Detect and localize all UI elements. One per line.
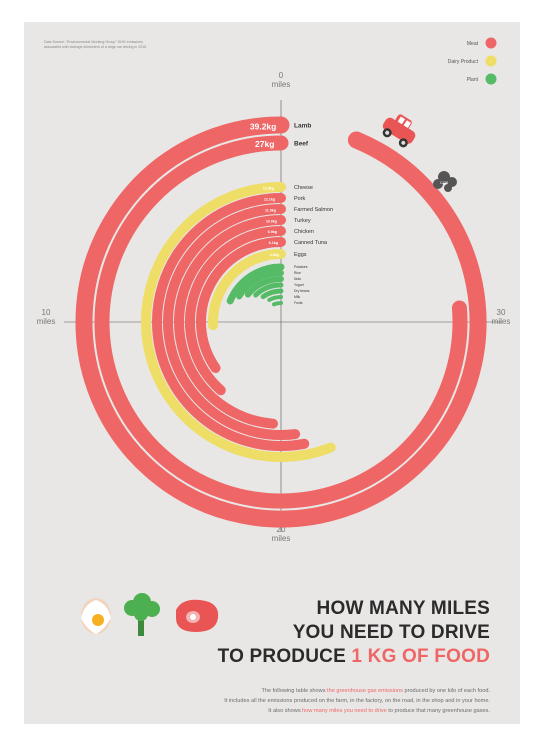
value-eggs: 4.8kg <box>270 253 279 257</box>
value-beef: 27kg <box>255 139 274 149</box>
axis-value-right: 30 <box>497 308 506 317</box>
value-farmed-salmon: 11.9kg <box>265 208 276 212</box>
arc-eggs <box>208 249 286 331</box>
axis-unit-left: miles <box>37 317 56 326</box>
value-pork: 12.1kg <box>264 197 275 201</box>
poster-title: HOW MANY MILES YOU NEED TO DRIVE TO PROD… <box>218 597 490 669</box>
value-chicken: 6.9kg <box>268 230 277 234</box>
name-milk: Milk <box>294 295 300 299</box>
arc-chicken <box>185 226 286 396</box>
name-canned-tuna: Canned Tuna <box>294 240 328 246</box>
legend-dot-dairy-product <box>485 55 497 67</box>
chart-arcs <box>75 116 487 528</box>
poster-description: The following table shows the greenhouse… <box>130 686 490 716</box>
title-line-1: HOW MANY MILES <box>316 598 490 619</box>
axis-value-bottom: 20 <box>277 525 286 534</box>
axis-unit-top: miles <box>272 80 291 89</box>
name-cheese: Cheese <box>294 185 313 191</box>
steak-icon <box>176 599 219 632</box>
arc-fruits <box>272 301 283 307</box>
legend-label-dairy-product: Dairy Product <box>448 59 479 65</box>
legend: Meat Dairy Product Plant <box>448 37 497 85</box>
egg-icon <box>81 598 111 634</box>
axis-unit-right: miles <box>492 317 511 326</box>
arc-pork <box>152 193 310 451</box>
desc-1-highlight: the greenhouse gas emissions <box>327 688 403 694</box>
name-potatoes: Potatoes <box>294 265 308 269</box>
name-pork: Pork <box>294 196 306 202</box>
name-lamb: Lamb <box>294 122 311 129</box>
desc-1-suffix: produced by one kilo of each food. <box>402 688 490 694</box>
arc-cheese <box>141 182 336 462</box>
arc-turkey <box>174 215 286 429</box>
title-line-3-prefix: TO PRODUCE <box>217 646 352 667</box>
description-line-1: The following table shows the greenhouse… <box>130 686 490 696</box>
title-highlight: 1 KG OF FOOD <box>351 646 490 667</box>
value-lamb: 39.2kg <box>250 121 276 131</box>
value-turkey: 10.9kg <box>266 219 277 223</box>
name-fruits: Fruits <box>294 301 303 305</box>
svg-text:CO2: CO2 <box>440 180 449 185</box>
legend-label-plant: Plant <box>467 77 479 83</box>
legend-dot-meat <box>485 37 497 49</box>
title-line-3: TO PRODUCE 1 KG OF FOOD <box>218 645 490 669</box>
arc-yogurt <box>253 282 284 298</box>
name-farmed-salmon: Farmed Salmon <box>294 207 333 213</box>
name-turkey: Turkey <box>294 218 311 224</box>
desc-3-suffix: to produce that many greenhouse gases. <box>386 708 490 714</box>
description-line-2: It includes all the emissions produced o… <box>224 698 490 704</box>
title-line-2: YOU NEED TO DRIVE <box>292 622 490 643</box>
value-canned-tuna: 6.1kg <box>269 241 278 245</box>
name-rice: Rice <box>294 271 301 275</box>
desc-3-prefix: It also shows <box>268 708 303 714</box>
value-cheese: 13.5kg <box>263 186 274 190</box>
name-eggs: Eggs <box>294 252 307 258</box>
broccoli-icon <box>124 593 160 636</box>
desc-3-highlight: how many miles you need to drive <box>302 708 387 714</box>
source-note: Data Source: "Environmental Working Grou… <box>44 40 147 49</box>
arc-nuts <box>244 276 284 298</box>
poster: Data Source: "Environmental Working Grou… <box>24 22 520 724</box>
axis-value-left: 10 <box>42 308 51 317</box>
arc-beef <box>94 135 468 509</box>
legend-label-meat: Meat <box>467 41 479 47</box>
arc-rice <box>236 270 284 300</box>
name-dry-beans: Dry beans <box>294 289 310 293</box>
name-beef: Beef <box>294 140 309 147</box>
desc-1-prefix: The following table shows <box>261 688 328 694</box>
description-line-3: It also shows how many miles you need to… <box>130 706 490 716</box>
axis-value-top: 0 <box>279 71 284 80</box>
exhaust-smoke-icon: CO2 <box>433 171 457 192</box>
axis-unit-bottom: miles <box>272 534 291 543</box>
arc-canned-tuna <box>196 237 286 373</box>
arc-farmed-salmon <box>163 204 301 440</box>
name-nuts: Nuts <box>294 277 301 281</box>
car-icon <box>382 114 416 148</box>
chart-labels: 39.2kg Lamb 27kg Beef 13.5kg Cheese 12.1kg Pork… <box>250 121 333 305</box>
arc-milk <box>267 295 283 302</box>
arc-potatoes <box>226 263 285 305</box>
arc-lamb <box>75 116 487 528</box>
name-yogurt: Yogurt <box>294 283 304 287</box>
name-chicken: Chicken <box>294 229 314 235</box>
legend-dot-plant <box>485 73 497 85</box>
arc-dry-beans <box>260 288 284 300</box>
